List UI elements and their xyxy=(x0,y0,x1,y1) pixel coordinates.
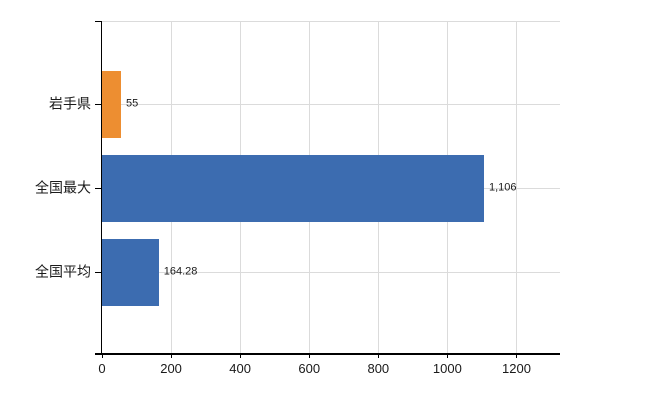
value-label-2: 164.28 xyxy=(163,265,198,278)
y-axis-tick-1 xyxy=(95,188,102,189)
gridline-x-1200 xyxy=(516,21,518,353)
gridline-horizontal-0 xyxy=(102,104,560,105)
x-axis-tick-0 xyxy=(102,353,103,358)
gridline-horizontal-2 xyxy=(102,272,560,273)
category-label-1: 全国最大 xyxy=(35,179,91,196)
x-axis-tick-400 xyxy=(240,353,242,358)
x-axis-tick-1200 xyxy=(516,353,518,358)
bar-1 xyxy=(102,154,484,222)
value-label-1: 1,106 xyxy=(489,181,517,194)
x-tick-label-0: 0 xyxy=(98,361,106,376)
y-axis-tick-2 xyxy=(95,272,102,273)
x-axis-tick-800 xyxy=(378,353,380,358)
gridline-horizontal-top xyxy=(102,21,560,22)
y-axis-line xyxy=(100,21,102,353)
x-axis-line xyxy=(95,353,560,355)
x-tick-label-1000: 1000 xyxy=(432,361,462,376)
x-tick-label-800: 800 xyxy=(367,361,390,376)
bar-0 xyxy=(102,70,121,138)
y-axis-top-tick xyxy=(95,21,102,22)
category-label-0: 岩手県 xyxy=(49,95,91,112)
category-label-2: 全国平均 xyxy=(35,263,91,280)
bar-2 xyxy=(102,238,159,306)
x-tick-label-200: 200 xyxy=(160,361,182,376)
x-axis-tick-200 xyxy=(171,353,173,358)
x-tick-label-400: 400 xyxy=(229,361,252,376)
x-axis-tick-600 xyxy=(309,353,311,358)
x-tick-label-1200: 1200 xyxy=(502,361,531,376)
x-tick-label-600: 600 xyxy=(298,361,321,376)
x-axis-tick-1000 xyxy=(447,353,449,358)
value-label-0: 55 xyxy=(125,97,139,110)
y-axis-tick-0 xyxy=(95,104,102,105)
